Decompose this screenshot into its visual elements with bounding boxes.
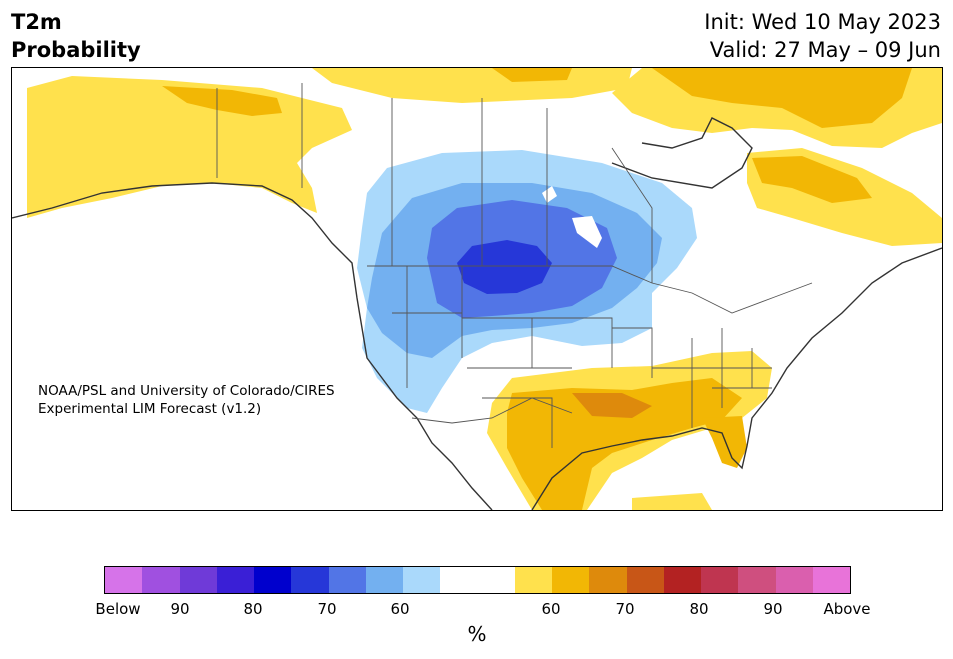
colorbar-tick-label: 70: [317, 600, 337, 618]
coastlines: [12, 117, 942, 510]
political-boundaries: [216, 83, 813, 448]
forecast-map: [11, 67, 943, 511]
colorbar-tick-label: 60: [541, 600, 561, 618]
colorbar-segment: [589, 567, 627, 593]
colorbar-tick-label: 90: [763, 600, 783, 618]
colorbar-segment: [812, 567, 850, 593]
arctic-core-region: [492, 68, 572, 82]
colorbar-tick-label: 80: [243, 600, 263, 618]
mexico-border: [411, 397, 573, 424]
state-lines-east: [652, 328, 772, 428]
colorbar-segment: [403, 567, 441, 593]
colorbar-segment: [142, 567, 180, 593]
colorbar-segment: [775, 567, 813, 593]
map-canvas: [12, 68, 942, 510]
colorbar: [104, 566, 851, 594]
colorbar-tick-label: 90: [170, 600, 190, 618]
colorbar-segment: [738, 567, 776, 593]
greenland-core-region: [652, 68, 912, 128]
colorbar-segment: [291, 567, 329, 593]
colorbar-segment: [365, 567, 403, 593]
florida-warm-region: [702, 416, 747, 468]
colorbar-segment: [254, 567, 292, 593]
colorbar-tick-label: 60: [390, 600, 410, 618]
colorbar-segment: [328, 567, 366, 593]
colorbar-segment: [552, 567, 590, 593]
colorbar-segment: [701, 567, 739, 593]
forecast-dates: Init: Wed 10 May 2023 Valid: 27 May – 09…: [704, 10, 941, 62]
north-america-coast: [12, 182, 493, 510]
labrador-core-region: [752, 156, 872, 203]
cold-hole-a: [572, 216, 602, 248]
colorbar-unit: %: [467, 622, 487, 646]
state-lines-west: [392, 266, 653, 448]
hudson-bay-coast: [611, 117, 753, 189]
credit-text: NOAA/PSL and University of Colorado/CIRE…: [38, 383, 335, 417]
arctic-warm-region: [312, 68, 632, 103]
gulf-coast: [531, 247, 942, 510]
colorbar-segment: [179, 567, 217, 593]
colorbar-segment: [105, 567, 143, 593]
chart-title: T2m Probability: [11, 10, 141, 62]
cuba-warm-region: [632, 493, 712, 510]
gulf-high-region: [572, 393, 652, 418]
colorbar-tick-label: Below: [95, 600, 141, 618]
colorbar-segment: [514, 567, 552, 593]
colorbar-segment: [216, 567, 254, 593]
colorbar-tick-label: Above: [823, 600, 871, 618]
province-lines: [301, 83, 653, 283]
colorbar-segment: [663, 567, 701, 593]
cold-anomaly-regions: [357, 150, 697, 413]
colorbar-tick-label: 80: [689, 600, 709, 618]
cold-hole-b: [542, 186, 557, 203]
colorbar-segment: [440, 567, 478, 593]
colorbar-tick-label: 70: [615, 600, 635, 618]
alaska-core-region: [162, 86, 282, 116]
colorbar-segment: [626, 567, 664, 593]
colorbar-segment: [477, 567, 515, 593]
cold-80-region: [457, 240, 552, 294]
